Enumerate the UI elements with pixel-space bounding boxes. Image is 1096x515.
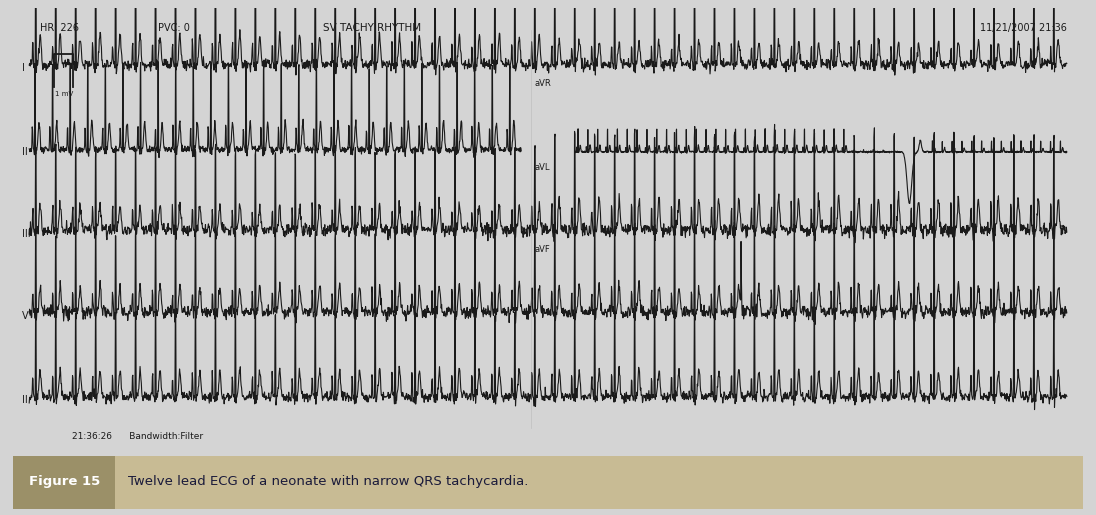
Text: III: III <box>22 229 31 238</box>
Text: II: II <box>22 147 27 157</box>
Text: II: II <box>22 394 27 405</box>
Text: SV TACHY RHYTHM: SV TACHY RHYTHM <box>323 23 422 33</box>
Text: Twelve lead ECG of a neonate with narrow QRS tachycardia.: Twelve lead ECG of a neonate with narrow… <box>127 475 528 488</box>
Text: aVL: aVL <box>534 163 549 171</box>
Text: aVR: aVR <box>534 79 551 88</box>
Text: V: V <box>22 311 28 320</box>
Text: I: I <box>22 62 24 73</box>
Text: 1 mV: 1 mV <box>55 91 73 97</box>
Text: 21:36:26      Bandwidth:Filter: 21:36:26 Bandwidth:Filter <box>72 432 203 441</box>
Bar <box>13 456 115 509</box>
Text: 11/21/2007 21:36: 11/21/2007 21:36 <box>980 23 1066 33</box>
Text: HR: 226: HR: 226 <box>39 23 79 33</box>
Text: PVC: 0: PVC: 0 <box>158 23 190 33</box>
Text: Figure 15: Figure 15 <box>28 475 100 488</box>
Text: aVF: aVF <box>534 245 550 254</box>
